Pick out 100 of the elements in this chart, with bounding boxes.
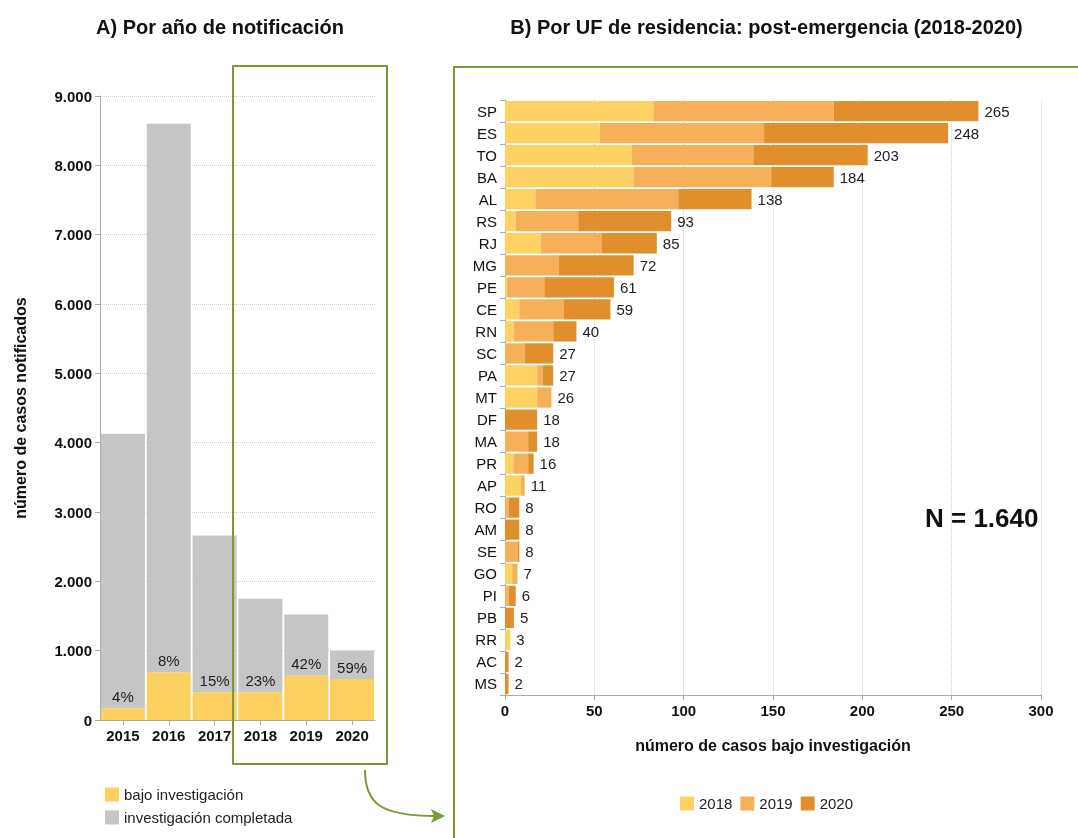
y-tick-label: MG [472,256,497,274]
bar [631,144,754,166]
bar [519,299,564,320]
y-tick-label: PR [476,455,498,473]
total-label: 248 [954,124,980,142]
bar [753,144,868,166]
bar [771,166,834,188]
total-label: 6 [521,587,531,605]
chart-title: A) Por año de notificación [96,16,344,38]
bar [100,708,145,720]
x-tick-label: 200 [849,702,875,719]
total-label: 3 [516,631,525,649]
y-tick-label: GO [473,565,497,583]
y-tick-label: PB [476,609,497,627]
bar [553,321,577,342]
x-tick-label: 2019 [289,727,323,744]
bar [505,321,514,342]
bar [505,211,516,232]
y-tick-label: BA [476,168,497,186]
total-label: 203 [873,146,899,164]
y-tick-label: 1.000 [54,642,92,660]
annotation: 23% [245,671,276,689]
bar [505,299,520,320]
total-label: 40 [582,322,600,340]
chart-title: B) Por UF de residencia: post-emergencia (2018-2020) [510,16,1023,38]
bar [512,563,518,584]
bar [284,675,329,720]
annotation: 59% [337,658,368,676]
bar [558,255,634,276]
y-tick-label: 7.000 [54,226,92,244]
bar [505,519,520,540]
y-tick-label: AL [478,190,497,208]
y-tick-label: 6.000 [54,295,92,313]
bar [505,651,509,673]
x-tick-label: 50 [585,702,603,719]
bar [540,233,602,254]
bar [505,563,513,584]
total-label: 8 [525,499,534,517]
x-tick-label: 2015 [106,727,140,744]
bar [330,679,375,720]
y-tick-label: SE [476,543,497,561]
x-tick-label: 150 [760,702,786,719]
total-label: 18 [543,411,560,429]
legend-label: bajo investigación [124,786,244,803]
bar [505,100,654,122]
y-tick-label: RO [474,499,497,517]
y-tick-label: RR [475,631,498,649]
total-label: 8 [525,521,534,539]
bar [653,100,834,122]
bar [515,211,579,232]
y-tick-label: AC [476,653,498,671]
annotation: 4% [112,687,134,705]
total-label: 2 [514,675,523,693]
y-tick-label: 3.000 [54,503,92,521]
bar [506,277,545,298]
bar [505,497,509,518]
annotation: 8% [157,651,180,669]
total-label: 2 [514,653,523,671]
y-tick-label: RN [475,322,497,340]
bar [505,166,634,188]
bar [146,672,191,720]
y-tick-label: DF [477,411,497,429]
total-label: 93 [677,212,694,230]
bar [505,541,518,562]
y-axis-title: número de casos notificados [11,297,29,519]
y-tick-label: SP [476,102,497,120]
x-tick-label: 2020 [335,727,369,744]
x-tick-label: 2017 [197,727,232,744]
total-label: 61 [619,278,637,296]
bar [505,122,600,144]
annotation: 42% [291,655,322,673]
y-tick-label: RS [476,212,497,230]
y-tick-label: MT [475,389,497,406]
y-tick-label: 9.000 [54,87,92,105]
bar [599,122,765,144]
bar [833,100,979,122]
y-tick-label: TO [476,146,497,164]
legend-label: 2020 [819,795,854,812]
bar [505,475,522,496]
bar [535,189,679,210]
total-label: 85 [662,234,680,252]
bar [505,233,541,254]
x-tick-label: 2018 [243,727,278,744]
legend-label: 2018 [698,795,733,812]
x-tick-label: 2016 [152,727,186,744]
y-tick-label: RJ [478,234,497,252]
total-label: 265 [984,102,1010,120]
total-label: 26 [557,389,575,406]
y-tick-label: PI [482,587,497,605]
bar [505,255,559,276]
total-label: 7 [523,565,532,583]
total-label: 27 [559,344,576,362]
y-tick-label: MA [474,433,497,451]
bar [764,122,949,144]
bar [508,585,516,606]
x-tick-label: 250 [939,702,965,719]
bar [563,299,611,320]
total-label: 11 [530,477,547,495]
legend-label: 2019 [759,795,793,812]
bar [505,629,511,651]
